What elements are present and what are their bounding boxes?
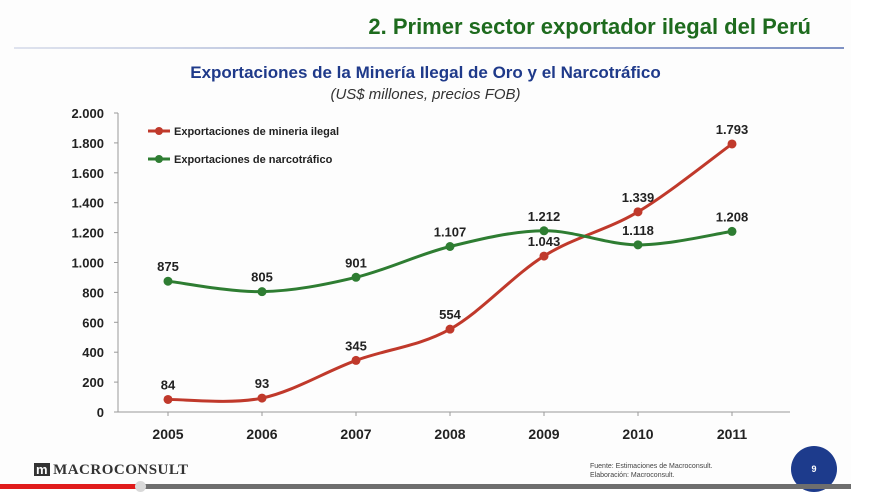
data-point — [727, 139, 737, 149]
x-tick-label: 2008 — [434, 426, 465, 442]
data-label: 1.339 — [622, 190, 655, 205]
chart-subtitle: (US$ millones, precios FOB) — [330, 86, 521, 103]
video-progress-bar[interactable] — [0, 481, 851, 492]
data-label: 1.212 — [528, 209, 561, 224]
y-tick-label: 400 — [82, 345, 104, 360]
x-tick-label: 2005 — [152, 426, 183, 442]
y-tick-label: 1.200 — [71, 226, 104, 241]
y-tick-label: 1.400 — [71, 196, 104, 211]
data-point — [727, 226, 737, 236]
logo-mark-icon: m — [34, 462, 51, 477]
data-label: 1.208 — [716, 209, 749, 224]
legend-marker — [155, 127, 163, 135]
video-scrubber-handle[interactable] — [135, 481, 147, 492]
x-tick-label: 2009 — [528, 426, 559, 442]
data-label: 1.107 — [434, 225, 467, 240]
video-progress-fill — [0, 484, 141, 489]
data-label: 345 — [345, 338, 367, 353]
title-divider — [14, 47, 844, 49]
data-point — [633, 207, 643, 217]
data-point — [445, 242, 455, 252]
data-point — [163, 276, 173, 286]
data-point — [445, 324, 455, 334]
chart-title: Exportaciones de la Minería Ilegal de Or… — [190, 63, 661, 82]
source-line-1: Fuente: Estimaciones de Macroconsult. — [590, 463, 713, 470]
macroconsult-logo: m MACROCONSULT — [34, 462, 189, 479]
y-tick-label: 1.800 — [71, 136, 104, 151]
right-margin — [851, 0, 871, 489]
y-tick-label: 1.600 — [71, 166, 104, 181]
logo-text: MACROCONSULT — [53, 462, 189, 478]
legend-label: Exportaciones de narcotráfico — [174, 154, 333, 166]
data-label: 805 — [251, 270, 273, 285]
data-label: 554 — [439, 307, 461, 322]
x-tick-label: 2011 — [717, 426, 748, 442]
x-tick-label: 2010 — [622, 426, 653, 442]
data-point — [257, 393, 267, 403]
x-tick-label: 2006 — [246, 426, 277, 442]
data-point — [633, 240, 643, 250]
y-tick-label: 800 — [82, 285, 104, 300]
data-point — [351, 355, 361, 365]
data-label: 1.793 — [716, 122, 749, 137]
data-point — [539, 226, 549, 236]
data-label: 901 — [345, 255, 367, 270]
y-tick-label: 200 — [82, 375, 104, 390]
page-number: 9 — [811, 464, 817, 474]
legend-label: Exportaciones de mineria ilegal — [174, 126, 339, 138]
slide: 2. Primer sector exportador ilegal del P… — [0, 14, 851, 492]
y-tick-label: 2.000 — [71, 106, 104, 121]
data-label: 93 — [255, 376, 269, 391]
slide-title: 2. Primer sector exportador ilegal del P… — [368, 14, 811, 39]
source-note: Fuente: Estimaciones de Macroconsult. El… — [590, 462, 713, 480]
data-label: 1.118 — [622, 223, 654, 238]
chart: 0 200 400 600 800 1.000 1.200 1.400 1.600 1.800 2.… — [71, 106, 790, 442]
data-point — [539, 251, 549, 261]
y-tick-label: 1.000 — [71, 256, 104, 271]
data-label: 1.043 — [528, 234, 561, 249]
x-tick-label: 2007 — [340, 426, 371, 442]
data-label: 84 — [161, 377, 176, 392]
data-point — [257, 287, 267, 297]
data-point — [163, 394, 173, 404]
data-label: 875 — [157, 259, 179, 274]
source-line-2: Elaboración: Macroconsult. — [590, 472, 675, 479]
y-tick-label: 0 — [97, 405, 104, 420]
legend-marker — [155, 155, 163, 163]
data-point — [351, 272, 361, 282]
y-tick-label: 600 — [82, 315, 104, 330]
